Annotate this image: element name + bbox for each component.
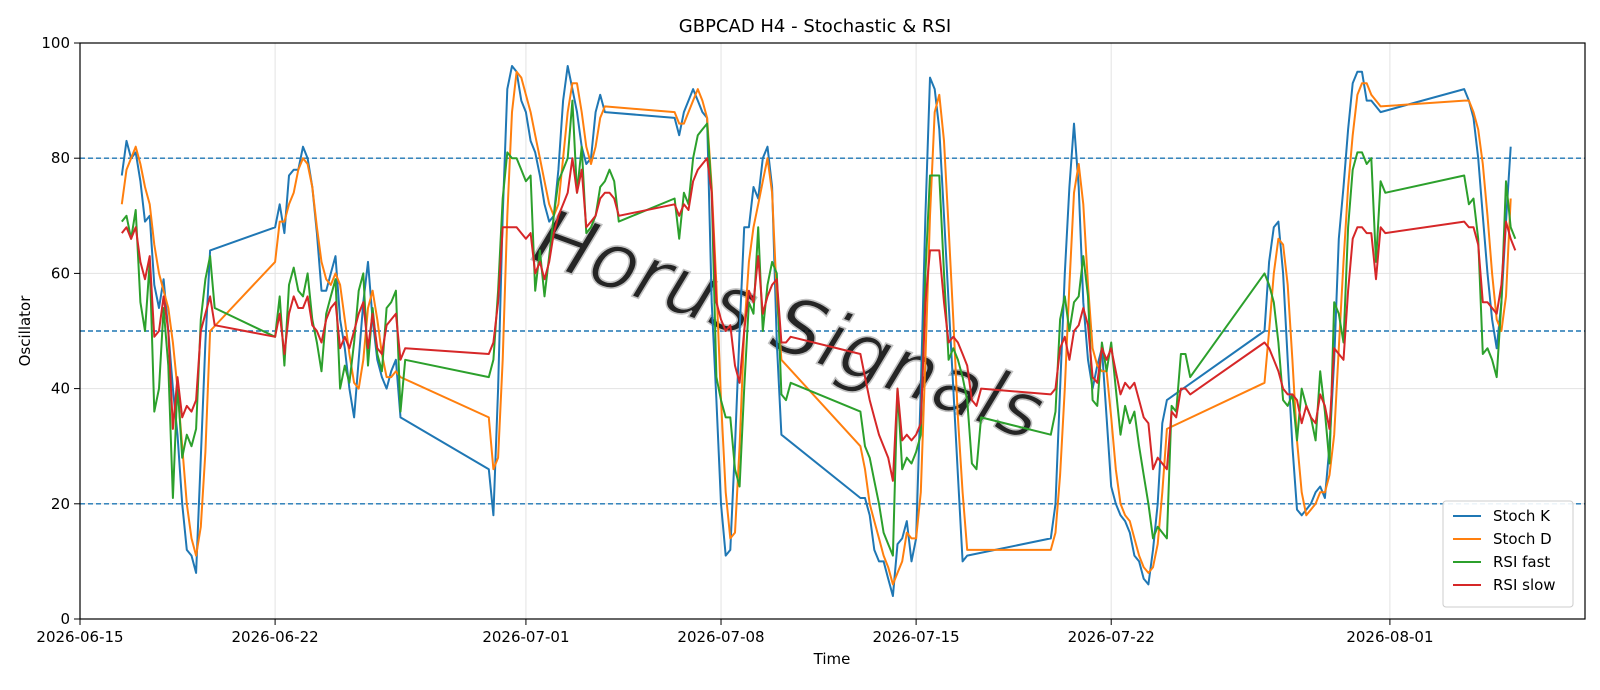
series-line-stoch-d: [120, 70, 1512, 586]
x-axis: 2026-06-15 2026-06-22 2026-07-01 2026-07-08…: [36, 619, 1434, 646]
series-line-stoch-k: [120, 65, 1512, 597]
legend-label: Stoch K: [1493, 507, 1551, 525]
y-tick-label: 100: [41, 34, 70, 52]
legend-label: RSI slow: [1493, 576, 1556, 594]
series-lines: [120, 65, 1517, 597]
legend-label: Stoch D: [1493, 530, 1552, 548]
plot-frame: [79, 42, 1586, 620]
y-axis: 0 20 40 60 80 100: [41, 34, 80, 628]
x-tick-label: 2026-06-15: [36, 628, 123, 646]
chart-title: GBPCAD H4 - Stochastic & RSI: [679, 16, 951, 37]
series-line-rsi-fast: [121, 99, 1517, 557]
legend: Stoch K Stoch D RSI fast RSI slow: [1442, 500, 1574, 608]
y-tick-label: 0: [60, 610, 70, 628]
y-tick-label: 40: [51, 380, 70, 398]
x-tick-label: 2026-07-15: [873, 628, 960, 646]
legend-label: RSI fast: [1493, 553, 1550, 571]
x-tick-label: 2026-07-08: [677, 628, 764, 646]
y-tick-label: 60: [51, 264, 70, 282]
y-axis-label: Oscillator: [16, 295, 34, 367]
x-tick-label: 2026-06-22: [231, 628, 318, 646]
y-tick-label: 80: [51, 149, 70, 167]
reference-lines: [80, 157, 1585, 505]
x-axis-label: Time: [813, 650, 851, 668]
series-line-rsi-slow: [121, 157, 1517, 482]
y-tick-label: 20: [51, 495, 70, 513]
legend-box: [1442, 500, 1574, 608]
x-tick-label: 2026-07-01: [482, 628, 569, 646]
x-tick-label: 2026-07-22: [1068, 628, 1155, 646]
x-tick-label: 2026-08-01: [1346, 628, 1433, 646]
